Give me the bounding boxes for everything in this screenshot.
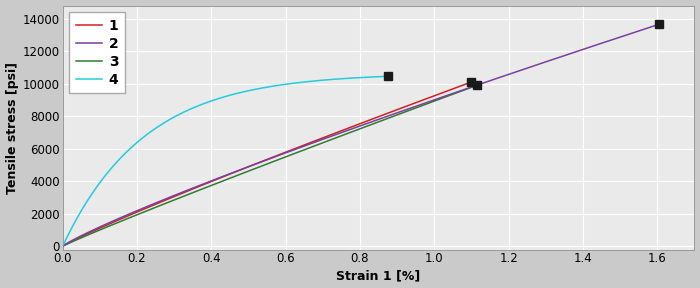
3: [58, 245, 66, 248]
4: [58, 245, 66, 248]
2: [492, 77, 500, 80]
1: [192, 186, 200, 190]
3: [223, 178, 231, 181]
3: [319, 141, 328, 144]
1: [316, 137, 324, 141]
2: [295, 146, 303, 150]
Legend: 1, 2, 3, 4: 1, 2, 3, 4: [69, 12, 125, 93]
4: [263, 85, 272, 89]
2: [434, 97, 442, 100]
Line: 3: 3: [62, 85, 477, 246]
3: [473, 84, 481, 87]
1: [58, 245, 66, 248]
2: [655, 22, 664, 26]
3: [108, 223, 117, 226]
Line: 2: 2: [62, 24, 659, 246]
4: [295, 81, 303, 84]
3: [360, 126, 368, 129]
X-axis label: Strain 1 [%]: Strain 1 [%]: [337, 270, 421, 283]
4: [187, 107, 195, 110]
2: [253, 162, 261, 165]
Line: 1: 1: [62, 82, 471, 246]
1: [108, 221, 116, 225]
1: [220, 175, 229, 178]
4: [164, 118, 173, 122]
2: [58, 245, 66, 248]
3: [193, 189, 202, 192]
4: [293, 81, 302, 84]
Y-axis label: Tensile stress [psi]: Tensile stress [psi]: [6, 62, 19, 194]
1: [467, 80, 475, 84]
Line: 4: 4: [62, 76, 388, 246]
2: [489, 78, 498, 81]
3: [358, 126, 366, 130]
4: [97, 178, 106, 182]
2: [130, 210, 139, 213]
4: [384, 75, 392, 78]
1: [354, 123, 362, 126]
1: [356, 122, 364, 126]
